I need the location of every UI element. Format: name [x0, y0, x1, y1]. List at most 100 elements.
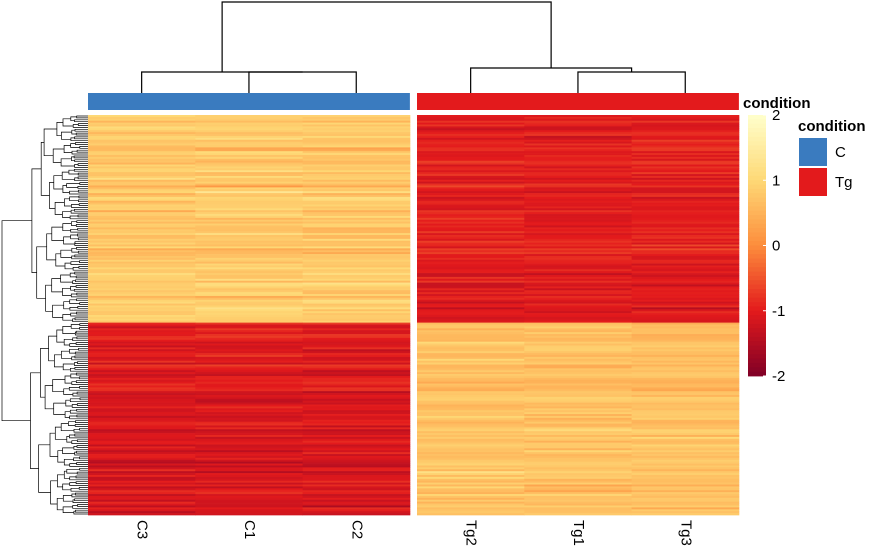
heatmap-cell — [302, 122, 411, 125]
row-dendro-branch — [74, 136, 88, 140]
heatmap-cell — [417, 431, 525, 434]
heatmap-cell — [88, 206, 196, 209]
heatmap-cell — [631, 385, 740, 388]
heatmap-cell — [524, 153, 632, 156]
row-dendro-branch — [76, 292, 88, 296]
heatmap-cell — [417, 343, 525, 346]
heatmap-cell — [302, 497, 411, 501]
heatmap-cell — [631, 196, 740, 200]
heatmap-cell — [417, 375, 525, 379]
row-dendro-branch — [69, 348, 79, 354]
heatmap-cell — [417, 135, 525, 139]
colorbar-swatch — [748, 332, 766, 338]
row-dendro-branch — [70, 324, 80, 329]
heatmap-cell — [302, 467, 411, 470]
heatmap-cell — [524, 189, 632, 192]
row-dendro-branch — [75, 285, 88, 288]
heatmap-cell — [302, 490, 411, 493]
heatmap-cell — [524, 276, 632, 280]
heatmap-cell — [195, 355, 303, 358]
heatmap-cell — [417, 415, 525, 419]
heatmap-cell — [417, 454, 525, 457]
heatmap-cell — [631, 132, 740, 135]
heatmap-cell — [631, 415, 740, 419]
heatmap-cell — [524, 370, 632, 373]
heatmap-cell — [631, 271, 740, 274]
heatmap-cell — [302, 387, 411, 390]
heatmap-cell — [417, 433, 525, 436]
heatmap-cell — [417, 139, 525, 143]
heatmap-cell — [302, 309, 411, 312]
heatmap-cell — [88, 278, 196, 282]
heatmap-cell — [302, 269, 411, 272]
heatmap-cell — [524, 238, 632, 242]
heatmap-cell — [524, 484, 632, 487]
heatmap-cell — [302, 362, 411, 365]
heatmap-cell — [302, 273, 411, 276]
heatmap-cell — [417, 170, 525, 173]
row-dendro-branch — [62, 506, 74, 513]
colorbar-swatch — [748, 249, 766, 255]
heatmap-cell — [195, 286, 303, 289]
heatmap-cell — [302, 469, 411, 472]
heatmap-cell — [417, 494, 525, 497]
heatmap-cell — [524, 406, 632, 409]
row-dendro-branch — [70, 116, 77, 122]
heatmap-cell — [302, 315, 411, 318]
heatmap-cell — [524, 187, 632, 190]
heatmap-cell — [195, 478, 303, 482]
heatmap-cell — [631, 189, 740, 192]
heatmap-cell — [88, 343, 196, 346]
heatmap-cell — [524, 183, 632, 186]
heatmap-cell — [631, 446, 740, 449]
heatmap-cell — [195, 128, 303, 131]
heatmap-cell — [631, 440, 740, 443]
heatmap-cell — [631, 484, 740, 487]
heatmap-cell — [195, 345, 303, 348]
heatmap-cell — [302, 494, 411, 497]
heatmap-cell — [88, 143, 196, 146]
colorbar-swatch — [748, 254, 766, 259]
heatmap-cell — [524, 316, 632, 320]
annotation-block-Tg — [417, 93, 739, 110]
heatmap-cell — [417, 179, 525, 183]
heatmap-cell — [524, 511, 632, 514]
row-dendro-branch — [69, 196, 79, 202]
heatmap-cell — [417, 461, 525, 464]
heatmap-cell — [195, 454, 303, 457]
heatmap-cell — [524, 467, 632, 470]
heatmap-cell — [302, 261, 411, 264]
heatmap-cell — [417, 417, 525, 421]
heatmap-cell — [302, 400, 411, 403]
heatmap-cell — [88, 191, 196, 194]
heatmap-cell — [195, 255, 303, 259]
heatmap-cell — [524, 120, 632, 123]
heatmap-cell — [302, 252, 411, 255]
row-dendro-branch — [71, 404, 88, 408]
heatmap-cell — [524, 181, 632, 184]
heatmap-cell — [88, 196, 196, 200]
heatmap-cell — [88, 391, 196, 394]
heatmap-cell — [88, 214, 196, 217]
heatmap-cell — [302, 448, 411, 451]
heatmap-cell — [302, 339, 411, 343]
heatmap-cell — [631, 214, 740, 217]
heatmap-cell — [631, 511, 740, 514]
heatmap-cell — [631, 316, 740, 320]
heatmap-cell — [302, 459, 411, 463]
heatmap-cell — [302, 374, 411, 377]
heatmap-cell — [195, 147, 303, 150]
heatmap-cell — [195, 198, 303, 202]
heatmap-cell — [631, 412, 740, 415]
row-dendro-branch — [46, 233, 56, 261]
heatmap-cell — [631, 134, 740, 137]
heatmap-cell — [302, 507, 411, 510]
heatmap-cell — [302, 278, 411, 282]
heatmap-cell — [195, 271, 303, 274]
heatmap-cell — [524, 229, 632, 232]
heatmap-cell — [302, 404, 411, 407]
heatmap-cell — [417, 368, 525, 371]
heatmap-cell — [524, 151, 632, 154]
heatmap-cell — [631, 164, 740, 167]
heatmap-cell — [195, 507, 303, 510]
